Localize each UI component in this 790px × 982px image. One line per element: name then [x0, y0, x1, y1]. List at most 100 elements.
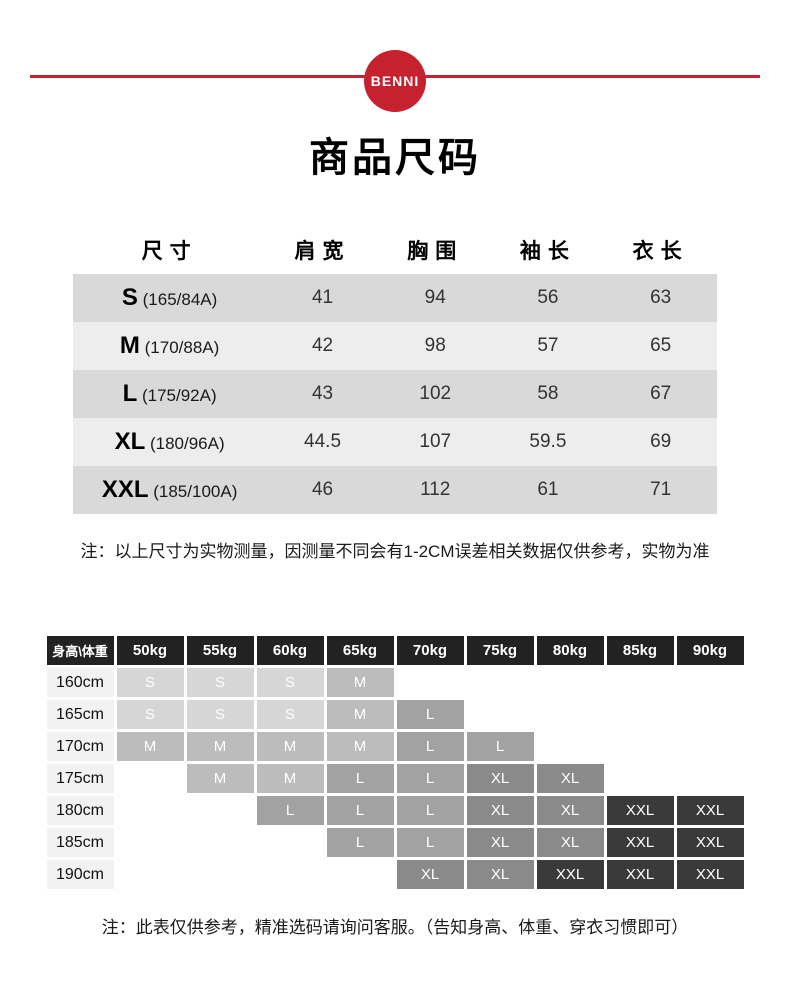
size-table: 尺寸 肩宽 胸围 袖长 衣长 S (165/84A) 41 94 56 63 M (170/88A…: [73, 226, 717, 514]
matrix-cell: S: [253, 697, 327, 732]
measurement-cell: 58: [537, 383, 559, 404]
matrix-cell: [603, 761, 677, 796]
matrix-cell: L: [393, 697, 467, 732]
brand-logo-text: BENNI: [370, 73, 420, 89]
matrix-row: 160cm S S S M: [43, 665, 747, 700]
page-title: 商品尺码: [309, 136, 481, 180]
height-weight-matrix: 身高\体重 50kg 55kg 60kg 65kg 70kg 75kg 80kg 85kg 90k…: [43, 633, 747, 892]
matrix-cell: [113, 793, 187, 828]
matrix-height-label: 165cm: [43, 697, 117, 732]
matrix-cell: [113, 857, 187, 892]
matrix-cell: L: [393, 761, 467, 796]
matrix-cell: [533, 729, 607, 764]
size-table-row: XL (180/96A) 44.5 107 59.5 69: [73, 418, 717, 466]
measurement-cell: 42: [311, 335, 334, 356]
matrix-weight-header: 85kg: [603, 633, 677, 668]
matrix-cell: [673, 761, 747, 796]
matrix-note: 注：此表仅供参考，精准选码请询问客服。（告知身高、体重、穿衣习惯即可）: [101, 918, 689, 937]
size-label: XL: [114, 428, 146, 455]
matrix-cell: [323, 857, 397, 892]
matrix-cell: [673, 665, 747, 700]
measurement-cell: 41: [311, 287, 334, 308]
matrix-cell: M: [183, 761, 257, 796]
size-spec: (185/100A): [148, 482, 238, 501]
matrix-cell: L: [393, 825, 467, 860]
measurement-cell: 61: [537, 479, 559, 500]
matrix-cell: XXL: [603, 825, 677, 860]
matrix-height-label: 190cm: [43, 857, 117, 892]
measurement-cell: 107: [419, 431, 452, 452]
matrix-cell: XL: [533, 793, 607, 828]
matrix-cell: M: [323, 665, 397, 700]
matrix-cell: XXL: [603, 793, 677, 828]
matrix-cell: L: [253, 793, 327, 828]
matrix-cell: [183, 793, 257, 828]
matrix-weight-header: 75kg: [463, 633, 537, 668]
size-spec: (170/88A): [139, 338, 220, 357]
matrix-cell: S: [113, 665, 187, 700]
matrix-cell: XL: [463, 825, 537, 860]
measurement-cell: 63: [650, 287, 672, 308]
matrix-height-label: 170cm: [43, 729, 117, 764]
matrix-cell: [183, 825, 257, 860]
measurement-cell: 43: [311, 383, 334, 404]
size-table-column-header: 肩宽: [266, 226, 379, 274]
matrix-height-label: 160cm: [43, 665, 117, 700]
size-table-row: XXL (185/100A) 46 112 61 71: [73, 466, 717, 514]
measurement-cell: 65: [650, 335, 672, 356]
size-name-cell: L (175/92A): [73, 370, 266, 418]
matrix-cell: M: [323, 697, 397, 732]
matrix-cell: L: [323, 793, 397, 828]
measurement-cell: 102: [419, 383, 452, 404]
matrix-cell: [603, 665, 677, 700]
matrix-cell: S: [113, 697, 187, 732]
matrix-cell: L: [463, 729, 537, 764]
measurement-cell: 94: [424, 287, 446, 308]
matrix-cell: XXL: [603, 857, 677, 892]
matrix-cell: [463, 665, 537, 700]
matrix-cell: L: [393, 729, 467, 764]
measurement-cell: 57: [537, 335, 559, 356]
matrix-cell: XL: [533, 761, 607, 796]
matrix-weight-header: 65kg: [323, 633, 397, 668]
matrix-weight-header: 70kg: [393, 633, 467, 668]
measurement-cell: 71: [650, 479, 672, 500]
matrix-cell: XL: [463, 857, 537, 892]
measurement-cell: 44.5: [304, 431, 342, 452]
size-spec: (165/84A): [137, 290, 218, 309]
matrix-row: 180cm L L L XL XL XXL XXL: [43, 793, 747, 828]
size-spec: (175/92A): [137, 386, 217, 405]
size-table-row: S (165/84A) 41 94 56 63: [73, 274, 717, 322]
matrix-row: 185cm L L XL XL XXL XXL: [43, 825, 747, 860]
matrix-corner-label: 身高\体重: [43, 633, 117, 668]
matrix-cell: [253, 825, 327, 860]
measurement-cell: 67: [650, 383, 672, 404]
matrix-cell: [673, 697, 747, 732]
matrix-row: 190cm XL XL XXL XXL XXL: [43, 857, 747, 892]
measurement-cell: 69: [650, 431, 672, 452]
matrix-header-row: 身高\体重 50kg 55kg 60kg 65kg 70kg 75kg 80kg 85kg 90k…: [43, 633, 747, 668]
measurement-cell: 46: [311, 479, 334, 500]
matrix-cell: M: [253, 761, 327, 796]
matrix-cell: M: [253, 729, 327, 764]
brand-logo: BENNI: [364, 50, 426, 112]
matrix-cell: [603, 729, 677, 764]
matrix-cell: [533, 697, 607, 732]
measurement-cell: 98: [424, 335, 446, 356]
matrix-cell: XL: [393, 857, 467, 892]
size-label: L: [122, 380, 138, 407]
size-table-row: M (170/88A) 42 98 57 65: [73, 322, 717, 370]
size-table-row: L (175/92A) 43 102 58 67: [73, 370, 717, 418]
matrix-cell: [393, 665, 467, 700]
size-name-cell: XXL (185/100A): [73, 466, 266, 514]
matrix-cell: XL: [463, 761, 537, 796]
matrix-cell: S: [183, 665, 257, 700]
matrix-cell: XL: [533, 825, 607, 860]
matrix-cell: XXL: [533, 857, 607, 892]
measurement-cell: 112: [420, 479, 451, 500]
size-label: XXL: [101, 476, 149, 503]
size-name-cell: XL (180/96A): [73, 418, 266, 466]
matrix-weight-header: 60kg: [253, 633, 327, 668]
matrix-cell: S: [183, 697, 257, 732]
size-table-header-row: 尺寸 肩宽 胸围 袖长 衣长: [73, 226, 717, 274]
